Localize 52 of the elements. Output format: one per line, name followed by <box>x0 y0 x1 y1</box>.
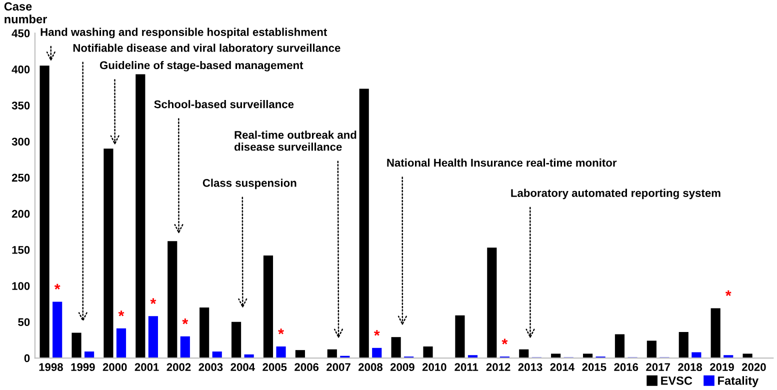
x-tick-label: 2020 <box>742 363 766 372</box>
annotation: * <box>725 290 732 296</box>
y-tick-label: 300 <box>12 138 30 146</box>
x-tick-label: 2007 <box>326 363 350 372</box>
annotation: * <box>374 330 380 336</box>
annotation: Class suspension <box>202 178 296 190</box>
legend-label: Fatality <box>718 376 759 388</box>
y-axis-title: Case number <box>4 2 47 24</box>
y-tick-label: 50 <box>18 318 30 326</box>
y-tick-label: 200 <box>12 210 30 218</box>
x-tick-label: 2009 <box>390 363 414 372</box>
annotation: School-based surveillance <box>154 100 294 108</box>
x-tick-label: 2018 <box>678 363 702 372</box>
x-tick-label: 2011 <box>454 363 478 372</box>
annotation: * <box>54 284 60 290</box>
x-tick-label: 2017 <box>646 363 670 372</box>
x-tick-label: 2003 <box>198 363 223 372</box>
annotation: Notifiable disease and viral laboratory surveillance <box>73 44 340 54</box>
annotation: National Health Insurance real-time monitor <box>387 158 617 167</box>
y-tick-label: 400 <box>12 66 30 74</box>
y-tick-label: 350 <box>12 102 30 110</box>
x-tick-label: 2006 <box>294 363 319 372</box>
annotation: * <box>278 328 284 334</box>
annotation: Laboratory automated reporting system <box>511 188 720 200</box>
x-tick-label: 2012 <box>486 363 510 372</box>
x-tick-label: 2015 <box>582 363 606 372</box>
y-tick-label: 250 <box>12 174 30 182</box>
x-tick-label: 1999 <box>71 363 95 372</box>
annotation: * <box>118 310 124 316</box>
x-tick-label: 2001 <box>134 363 159 372</box>
x-tick-label: 2010 <box>422 363 446 372</box>
annotation: Guideline of stage-based management <box>100 61 304 72</box>
y-tick-label: 0 <box>24 354 30 362</box>
x-tick-label: 2019 <box>710 363 734 372</box>
y-tick-label: 150 <box>12 246 30 254</box>
x-tick-label: 2008 <box>358 363 383 372</box>
x-tick-label: 2013 <box>518 363 542 372</box>
annotation: * <box>182 318 188 324</box>
x-tick-label: 2014 <box>550 363 575 372</box>
x-tick-label: 2005 <box>262 363 287 372</box>
y-tick-label: 450 <box>12 29 30 38</box>
x-tick-label: 2004 <box>230 363 255 372</box>
y-tick-label: 100 <box>12 282 30 290</box>
annotation: Hand washing and responsible hospital establishment <box>40 28 328 38</box>
x-tick-label: 2000 <box>102 363 127 372</box>
annotation: * <box>502 338 508 344</box>
annotation: * <box>150 298 156 304</box>
annotation: Real-time outbreak and disease surveillance <box>234 130 356 151</box>
legend-label: EVSC <box>661 376 692 385</box>
x-tick-label: 1998 <box>39 363 63 372</box>
x-tick-label: 2002 <box>166 363 191 372</box>
x-tick-label: 2016 <box>614 363 638 372</box>
